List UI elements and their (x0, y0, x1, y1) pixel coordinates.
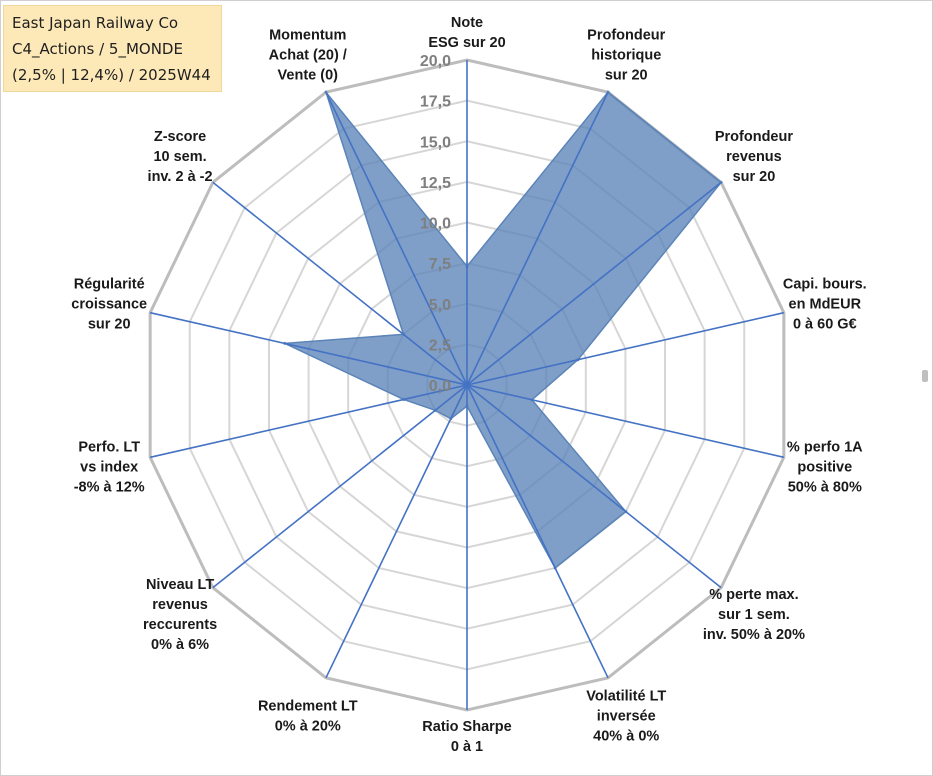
axis-spoke (466, 384, 722, 589)
axis-label: Rendement LT 0% à 20% (258, 699, 358, 735)
axis-spoke (149, 311, 468, 386)
title-line-3: (2,5% | 12,4%) / 2025W44 (12, 66, 211, 84)
title-line-2: C4_Actions / 5_MONDE (12, 40, 183, 58)
axis-label: Profondeur revenus sur 20 (715, 129, 793, 185)
scrollbar-thumb[interactable] (922, 370, 928, 382)
axis-label: % perfo 1A positive 50% à 80% (787, 440, 863, 496)
tick-label: 2,5 (429, 337, 451, 354)
radial-tick-labels: 0,0 2,5 5,0 7,5 10,0 12,5 15,0 17,5 20,0 (420, 53, 451, 395)
tick-label: 17,5 (420, 94, 451, 111)
axis-spoke (149, 384, 468, 459)
series-area (281, 91, 723, 570)
axis-spoke (325, 384, 468, 679)
axis-spoke (466, 384, 785, 459)
radar-spokes (149, 60, 785, 710)
axis-label: Capi. bours. en MdEUR 0 à 60 G€ (783, 276, 867, 332)
axis-label: Volatilité LT inversée 40% à 0% (586, 689, 666, 745)
tick-label: 7,5 (429, 256, 451, 273)
tick-label: 15,0 (420, 134, 451, 151)
tick-label: 12,5 (420, 175, 451, 192)
axis-label: % perte max. sur 1 sem. inv. 50% à 20% (703, 587, 805, 643)
axis-spoke (466, 311, 785, 386)
title-line-1: East Japan Railway Co (12, 14, 179, 32)
axis-label: Note ESG sur 20 (428, 15, 505, 51)
tick-label: 0,0 (429, 378, 451, 395)
axis-spoke (466, 384, 609, 679)
axis-label: Perfo. LT vs index -8% à 12% (74, 440, 145, 496)
axis-label: Z-score 10 sem. inv. 2 à -2 (148, 129, 213, 185)
axis-label: Régularité croissance sur 20 (71, 276, 147, 332)
tick-label: 10,0 (420, 216, 451, 233)
axis-label: Momentum Achat (20) / Vente (0) (269, 27, 347, 83)
axis-label: Ratio Sharpe 0 à 1 (422, 719, 511, 755)
axis-spoke (325, 91, 468, 386)
axis-spoke (212, 181, 468, 386)
title-box: East Japan Railway Co C4_Actions / 5_MON… (3, 5, 222, 92)
tick-label: 20,0 (420, 53, 451, 70)
tick-label: 5,0 (429, 297, 451, 314)
axis-label: Profondeur historique sur 20 (587, 27, 665, 83)
axis-spoke (466, 91, 609, 386)
axis-labels: Note ESG sur 20 Profondeur historique sur 20… (71, 15, 866, 755)
axis-spoke (212, 384, 468, 589)
axis-label: Niveau LT revenus reccurents 0% à 6% (143, 577, 217, 653)
axis-spoke (466, 181, 722, 386)
